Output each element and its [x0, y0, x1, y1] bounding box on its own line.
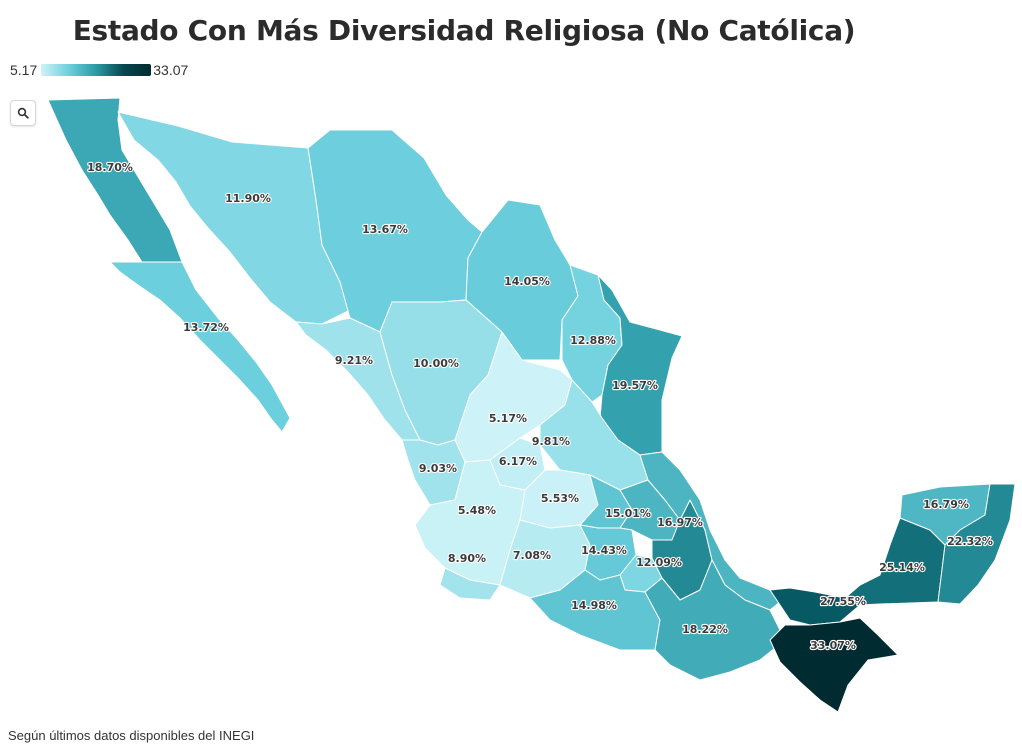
state-value-label: 18.70% [87, 161, 133, 174]
legend-min-label: 5.17 [10, 62, 38, 78]
state-value-label: 15.01% [605, 507, 651, 520]
source-note: Según últimos datos disponibles del INEG… [8, 728, 255, 743]
state-value-label: 6.17% [499, 455, 537, 468]
state-quintana-roo[interactable] [937, 483, 1016, 605]
state-value-label: 14.98% [571, 599, 617, 612]
state-value-label: 16.97% [657, 516, 703, 529]
state-value-label: 9.21% [335, 354, 373, 367]
legend-max-label: 33.07 [153, 62, 189, 78]
state-value-label: 10.00% [413, 357, 459, 370]
state-value-label: 27.55% [820, 595, 866, 608]
state-baja-california-sur[interactable] [109, 261, 291, 433]
search-icon [17, 107, 29, 119]
state-value-label: 13.72% [183, 321, 229, 334]
state-value-label: 5.48% [458, 504, 496, 517]
state-value-label: 9.03% [419, 462, 457, 475]
state-value-label: 12.09% [636, 556, 682, 569]
state-value-label: 11.90% [225, 192, 271, 205]
state-value-label: 25.14% [879, 561, 925, 574]
state-colima[interactable] [439, 567, 501, 601]
state-value-label: 12.88% [570, 334, 616, 347]
state-value-label: 14.05% [504, 275, 550, 288]
state-value-label: 9.81% [532, 435, 570, 448]
state-value-label: 14.43% [581, 544, 627, 557]
state-value-label: 22.32% [947, 535, 993, 548]
state-tamaulipas[interactable] [597, 274, 683, 456]
state-value-label: 33.07% [810, 639, 856, 652]
state-value-label: 7.08% [513, 549, 551, 562]
state-value-label: 8.90% [448, 552, 486, 565]
map-title: Estado Con Más Diversidad Religiosa (No … [72, 14, 856, 47]
color-legend: 5.17 33.07 [10, 62, 188, 78]
state-oaxaca[interactable] [644, 559, 786, 681]
state-value-label: 5.17% [489, 412, 527, 425]
state-value-label: 5.53% [541, 492, 579, 505]
state-value-label: 19.57% [612, 379, 658, 392]
state-value-label: 16.79% [923, 498, 969, 511]
zoom-button[interactable] [10, 100, 36, 126]
state-chiapas[interactable] [769, 617, 899, 713]
state-value-label: 18.22% [682, 623, 728, 636]
legend-gradient-bar [41, 64, 152, 76]
state-value-label: 13.67% [362, 223, 408, 236]
